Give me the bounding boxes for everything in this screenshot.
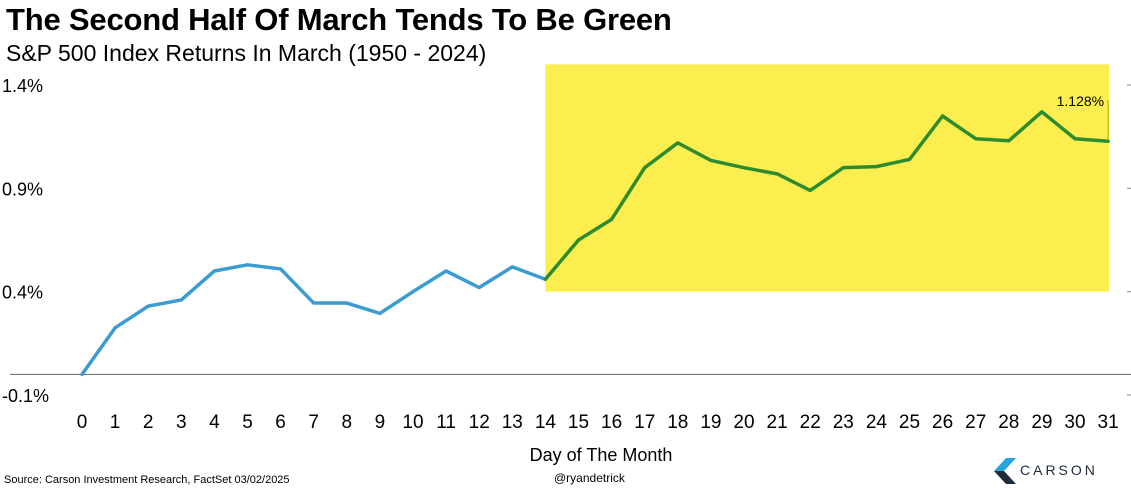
data-point <box>543 277 547 281</box>
x-tick-label: 25 <box>899 412 920 433</box>
x-tick-label: 13 <box>502 412 523 433</box>
data-point <box>1007 139 1011 143</box>
x-tick-label: 31 <box>1098 412 1119 433</box>
x-tick-label: 18 <box>667 412 688 433</box>
data-point <box>841 166 845 170</box>
data-point <box>477 286 481 290</box>
data-point <box>775 172 779 176</box>
data-point <box>146 304 150 308</box>
data-point <box>345 301 349 305</box>
y-tick-label: -0.1% <box>2 386 49 406</box>
data-point <box>312 301 316 305</box>
data-point <box>742 166 746 170</box>
data-point <box>577 238 580 242</box>
x-tick-label: 27 <box>965 412 986 433</box>
brand-name: CARSON <box>1020 462 1098 478</box>
axis-layer: -0.1%0.4%0.9%1.4%0 1 2 3 4 5 6 7 8 9 10 11 12 13 14 15 1… <box>2 76 1131 433</box>
x-tick-label: 24 <box>866 412 888 433</box>
x-tick-label: 21 <box>767 412 788 433</box>
line-chart: -0.1%0.4%0.9%1.4%0 1 2 3 4 5 6 7 8 9 10 11 12 13 14 15 1… <box>2 64 1131 465</box>
x-tick-label: 19 <box>700 412 721 433</box>
data-point <box>444 269 448 273</box>
data-point <box>80 372 84 376</box>
data-point <box>1040 110 1044 114</box>
data-point <box>1106 139 1110 143</box>
x-tick-label: 30 <box>1064 412 1085 433</box>
x-tick-label: 10 <box>402 412 423 433</box>
data-point <box>411 290 415 294</box>
x-tick-label: 0 <box>77 412 88 433</box>
data-point <box>1073 137 1077 141</box>
data-point <box>378 311 382 315</box>
x-tick-label: 26 <box>932 412 953 433</box>
data-point <box>510 265 514 269</box>
data-point <box>113 326 117 330</box>
data-point <box>974 137 978 141</box>
annotation-label: 1.128% <box>1057 93 1104 109</box>
x-axis-title: Day of The Month <box>530 445 673 465</box>
series-layer <box>80 110 1110 377</box>
x-tick-label: 28 <box>998 412 1019 433</box>
x-tick-label: 11 <box>436 412 456 433</box>
carson-logo-icon <box>994 458 1016 484</box>
x-tick-label: 7 <box>308 412 319 433</box>
y-tick-label: 0.9% <box>2 179 43 199</box>
data-point <box>279 267 283 271</box>
x-tick-label: 5 <box>242 412 253 433</box>
data-point <box>212 269 216 273</box>
first-half-line <box>80 263 548 377</box>
data-point <box>941 114 945 118</box>
data-point <box>246 263 249 267</box>
x-tick-label: 12 <box>469 412 490 433</box>
x-tick-label: 14 <box>535 412 557 433</box>
data-point <box>643 166 647 170</box>
second-half-line <box>543 110 1110 282</box>
x-tick-label: 8 <box>342 412 353 433</box>
data-point <box>908 157 911 161</box>
x-tick-label: 1 <box>110 412 121 433</box>
x-tick-label: 22 <box>800 412 821 433</box>
x-tick-label: 2 <box>143 412 154 433</box>
data-point <box>808 188 812 192</box>
source-note: Source: Carson Investment Research, Fact… <box>4 474 290 486</box>
data-point <box>874 165 878 169</box>
x-tick-label: 17 <box>634 412 655 433</box>
x-tick-label: 23 <box>833 412 854 433</box>
x-tick-label: 15 <box>568 412 589 433</box>
chart-title: The Second Half Of March Tends To Be Gre… <box>6 2 672 37</box>
x-tick-label: 9 <box>375 412 386 433</box>
chart-subtitle: S&P 500 Index Returns In March (1950 - 2… <box>6 40 487 66</box>
x-tick-label: 20 <box>733 412 754 433</box>
x-tick-label: 16 <box>601 412 622 433</box>
data-point <box>676 141 680 145</box>
author-handle: @ryandetrick <box>554 471 625 485</box>
x-tick-label: 4 <box>209 412 220 433</box>
x-tick-label: 3 <box>176 412 187 433</box>
y-tick-label: 0.4% <box>2 283 43 303</box>
data-point <box>709 158 713 162</box>
carson-logo: CARSON <box>994 458 1114 484</box>
y-tick-label: 1.4% <box>2 76 43 96</box>
data-point <box>179 298 183 302</box>
data-point <box>610 217 614 221</box>
x-tick-label: 6 <box>275 412 286 433</box>
x-tick-label: 29 <box>1031 412 1052 433</box>
label-layer: 1.128% <box>1057 93 1109 140</box>
